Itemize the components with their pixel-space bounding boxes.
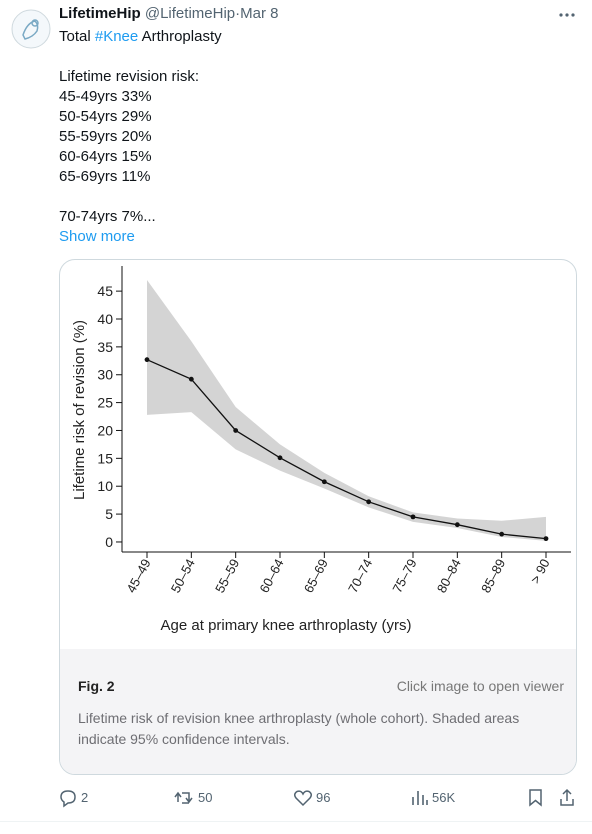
x-tick-label: 70–74 xyxy=(345,556,375,595)
views-icon[interactable] xyxy=(410,788,430,808)
data-point xyxy=(321,479,327,485)
x-tick-label: 60–64 xyxy=(256,556,286,595)
caption-area: Fig. 2 Click image to open viewer Lifeti… xyxy=(60,649,576,774)
divider xyxy=(0,821,592,822)
data-point xyxy=(410,514,416,520)
date[interactable]: Mar 8 xyxy=(240,5,279,22)
display-name[interactable]: LifetimeHip xyxy=(59,5,141,22)
chart: 0 5 10 15 20 25 30 35 40 45 45–49 50–54 55–59 60–64 65… xyxy=(71,266,571,634)
text: Total xyxy=(59,28,95,45)
x-axis-label: Age at primary knee arthroplasty (yrs) xyxy=(161,617,412,634)
tweet-line: 70-74yrs 7%... xyxy=(59,208,156,225)
y-tick-label: 45 xyxy=(97,283,113,299)
x-tick-label: 55–59 xyxy=(212,556,242,595)
repost-icon[interactable] xyxy=(174,788,198,808)
viewer-link[interactable]: Click image to open viewer xyxy=(396,678,564,694)
series-line xyxy=(146,359,547,540)
x-tick-label: 45–49 xyxy=(123,556,153,595)
y-tick-label: 10 xyxy=(97,478,113,494)
tweet-line: 55-59yrs 20% xyxy=(59,128,152,145)
x-tick-label: 85–89 xyxy=(478,556,508,595)
views-count[interactable]: 56K xyxy=(432,790,456,805)
header: LifetimeHip @LifetimeHip·Mar 8 xyxy=(59,4,278,24)
tweet-line: 45-49yrs 33% xyxy=(59,88,152,105)
data-point xyxy=(499,531,505,537)
x-tick-label: 50–54 xyxy=(168,556,198,595)
y-tick-label: 15 xyxy=(97,450,113,466)
reply-icon[interactable] xyxy=(58,788,82,808)
y-tick-label: 30 xyxy=(97,367,113,383)
y-tick-label: 20 xyxy=(97,422,113,438)
data-point xyxy=(277,455,283,461)
repost-count[interactable]: 50 xyxy=(198,790,213,805)
y-tick-label: 40 xyxy=(97,311,113,327)
y-tick-label: 25 xyxy=(97,395,113,411)
data-point xyxy=(543,536,549,542)
share-icon[interactable] xyxy=(558,788,576,808)
hashtag[interactable]: #Knee xyxy=(94,28,139,45)
caption: Lifetime risk of revision knee arthropla… xyxy=(78,710,520,747)
data-point xyxy=(454,522,460,528)
tweet-line: 60-64yrs 15% xyxy=(59,148,152,165)
show-more[interactable]: Show more xyxy=(59,228,135,245)
data-point xyxy=(144,357,150,363)
y-tick-label: 0 xyxy=(105,534,113,550)
more-button[interactable] xyxy=(558,10,578,20)
tweet-first-line: Total #Knee Arthroplasty xyxy=(59,27,222,47)
data-point xyxy=(233,428,239,433)
bookmark-icon[interactable] xyxy=(527,788,545,808)
fig-label: Fig. 2 xyxy=(78,678,115,694)
tweet-line: 65-69yrs 11% xyxy=(59,168,151,185)
y-axis-label: Lifetime risk of revision (%) xyxy=(71,320,88,500)
separator: · xyxy=(235,5,241,22)
tweet-line: Lifetime revision risk: xyxy=(59,68,200,85)
reply-count[interactable]: 2 xyxy=(81,790,89,805)
text: Arthroplasty xyxy=(138,28,222,45)
x-tick-label: 65–69 xyxy=(301,556,331,595)
like-count[interactable]: 96 xyxy=(316,790,331,805)
x-tick-label: 75–79 xyxy=(389,556,419,595)
media-card[interactable]: 0 5 10 15 20 25 30 35 40 45 45–49 50–54 55–59 60–64 65… xyxy=(59,259,577,775)
x-tick-label: 80–84 xyxy=(434,556,464,595)
data-point xyxy=(188,376,194,382)
y-tick-label: 5 xyxy=(105,506,113,522)
x-tick-label: > 90 xyxy=(527,556,552,586)
y-tick-label: 35 xyxy=(97,339,113,355)
data-point xyxy=(366,499,372,505)
avatar[interactable] xyxy=(11,9,51,49)
handle[interactable]: @LifetimeHip xyxy=(144,5,236,22)
like-icon[interactable] xyxy=(293,788,315,808)
confidence-band xyxy=(147,279,546,541)
tweet-line: 50-54yrs 29% xyxy=(59,108,152,125)
